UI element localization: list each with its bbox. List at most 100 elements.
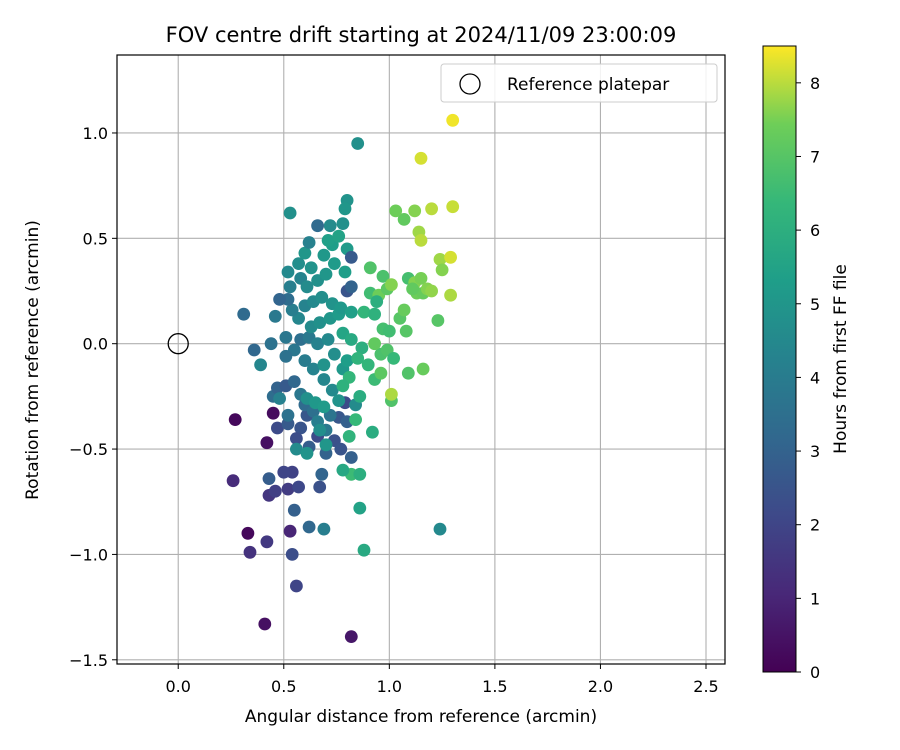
- data-point: [385, 387, 398, 401]
- data-point: [425, 202, 438, 216]
- data-point: [273, 293, 286, 306]
- colorbar-tick-label: 4: [810, 368, 820, 387]
- data-point: [433, 253, 447, 266]
- legend-box: [440, 63, 718, 103]
- data-point: [376, 269, 390, 283]
- data-point: [446, 113, 460, 127]
- data-point: [332, 394, 346, 407]
- data-point: [226, 474, 240, 488]
- data-point: [319, 267, 333, 281]
- data-point: [313, 480, 327, 494]
- x-tick-label: 1.5: [482, 677, 507, 696]
- data-point: [281, 265, 295, 279]
- x-axis-ticks: 0.0 0.5 1.0 1.5 2.0 2.5: [165, 664, 719, 696]
- data-point: [361, 358, 375, 372]
- data-point: [344, 451, 358, 464]
- data-point: [353, 501, 367, 515]
- data-point: [241, 526, 255, 540]
- data-point: [389, 204, 403, 218]
- data-point: [387, 352, 400, 365]
- data-point: [260, 535, 274, 549]
- data-point: [340, 354, 354, 367]
- data-point: [444, 250, 457, 264]
- y-tick-label: 0.5: [83, 229, 108, 248]
- data-point: [344, 333, 358, 346]
- data-point: [266, 406, 280, 420]
- colorbar-tick-label: 2: [810, 516, 820, 535]
- data-point: [334, 301, 348, 315]
- data-point: [332, 229, 346, 243]
- y-tick-label: −1.5: [69, 651, 108, 670]
- data-point: [254, 358, 267, 372]
- data-points: [226, 113, 460, 643]
- data-point: [349, 413, 362, 426]
- data-point: [285, 548, 299, 561]
- data-point: [313, 423, 327, 437]
- data-point: [416, 362, 430, 376]
- data-point: [287, 503, 301, 517]
- data-point: [342, 430, 356, 443]
- data-point: [283, 524, 297, 538]
- data-point: [271, 421, 284, 435]
- data-point: [306, 362, 320, 376]
- data-point: [290, 432, 303, 445]
- chart-title: FOV centre drift starting at 2024/11/09 …: [166, 23, 677, 47]
- data-point: [279, 331, 293, 344]
- data-point: [228, 413, 242, 426]
- data-point: [268, 309, 282, 323]
- data-point: [366, 425, 379, 439]
- data-point: [444, 288, 457, 302]
- colorbar-tick-label: 1: [810, 589, 820, 608]
- data-point: [353, 467, 367, 481]
- data-point: [237, 307, 251, 321]
- legend-label-reference-platepar: Reference platepar: [507, 75, 669, 95]
- data-point: [302, 236, 316, 249]
- data-point: [431, 314, 445, 327]
- data-point: [370, 295, 384, 308]
- data-point: [302, 520, 316, 534]
- data-point: [374, 366, 388, 380]
- y-tick-label: −0.5: [69, 440, 108, 459]
- data-point: [317, 248, 331, 262]
- data-point: [336, 217, 350, 231]
- x-tick-label: 1.0: [377, 677, 402, 696]
- data-point: [328, 257, 341, 270]
- y-axis-ticks: −1.5 −1.0 −0.5 0.0 0.5 1.0: [69, 124, 117, 670]
- data-point: [247, 343, 261, 357]
- data-point: [344, 305, 358, 319]
- reference-platepar-marker: [167, 333, 189, 355]
- data-point: [317, 522, 331, 536]
- data-point: [414, 234, 428, 247]
- data-point: [353, 390, 367, 403]
- data-point: [300, 280, 314, 294]
- reference-marker-layer: [167, 333, 189, 355]
- data-point: [304, 261, 318, 275]
- colorbar-tick-label: 5: [810, 295, 820, 314]
- data-point: [336, 463, 350, 477]
- data-point: [281, 482, 295, 496]
- data-point: [262, 472, 276, 485]
- data-point: [338, 265, 352, 279]
- data-point: [357, 305, 371, 319]
- data-point: [283, 206, 297, 220]
- data-point: [408, 204, 422, 218]
- y-tick-label: 0.0: [83, 335, 108, 354]
- data-point: [385, 278, 398, 292]
- data-point: [292, 480, 305, 494]
- data-point: [344, 250, 358, 264]
- data-point: [397, 213, 411, 226]
- plot-frame: [116, 54, 726, 665]
- grid-lines: [117, 55, 725, 664]
- data-point: [357, 543, 371, 557]
- data-point: [264, 337, 278, 351]
- data-point: [290, 442, 303, 456]
- data-point: [268, 484, 282, 498]
- data-point: [321, 333, 335, 346]
- data-point: [277, 465, 291, 479]
- data-point: [292, 257, 305, 270]
- data-point: [368, 307, 381, 321]
- data-point: [311, 337, 324, 351]
- data-point: [315, 290, 329, 304]
- data-point: [294, 421, 308, 435]
